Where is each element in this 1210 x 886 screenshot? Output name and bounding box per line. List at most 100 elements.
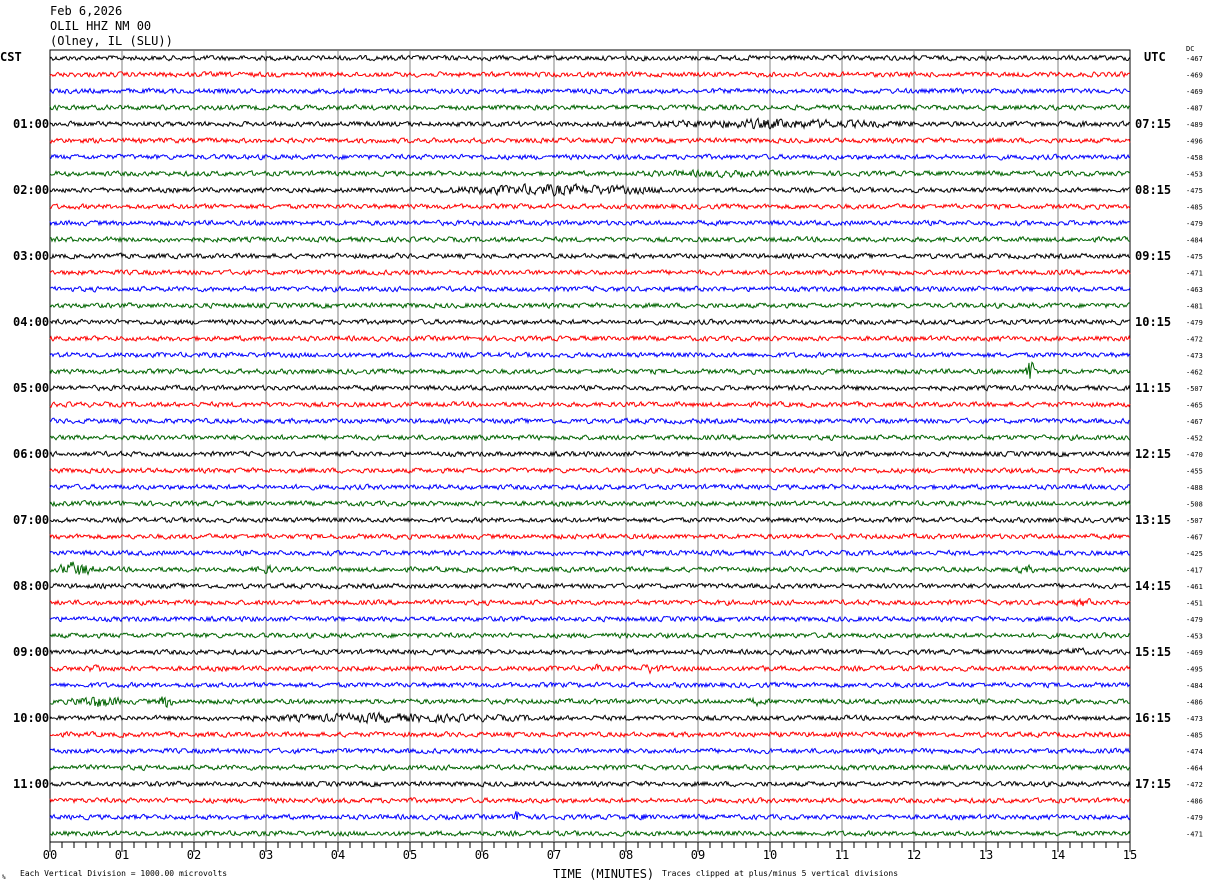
x-tick-label: 09 xyxy=(691,848,705,862)
seismic-trace xyxy=(49,582,1131,590)
seismic-trace xyxy=(49,168,1131,179)
dc-offset-label: -464 xyxy=(1186,765,1203,773)
seismic-trace xyxy=(49,499,1131,508)
seismic-trace xyxy=(49,70,1131,79)
dc-offset-label: -475 xyxy=(1186,253,1203,261)
plot-frame xyxy=(49,49,1131,843)
x-tick-label: 07 xyxy=(547,848,561,862)
seismic-trace xyxy=(49,400,1131,409)
x-tick-label: 02 xyxy=(187,848,201,862)
seismic-trace xyxy=(49,796,1131,805)
utc-hour-label: 16:15 xyxy=(1135,711,1171,725)
dc-offset-label: -485 xyxy=(1186,732,1203,740)
seismic-trace xyxy=(49,417,1131,425)
seismic-trace xyxy=(49,268,1131,277)
x-tick-label: 05 xyxy=(403,848,417,862)
utc-hour-label: 14:15 xyxy=(1135,579,1171,593)
seismic-trace xyxy=(49,811,1131,821)
seismic-trace xyxy=(49,450,1131,458)
date-label: Feb 6,2026 xyxy=(50,4,123,18)
seismic-trace xyxy=(49,301,1131,310)
x-tick-label: 04 xyxy=(331,848,345,862)
seismic-trace xyxy=(49,615,1131,623)
dc-offset-label: -473 xyxy=(1186,715,1203,723)
seismic-trace xyxy=(49,384,1131,392)
x-tick-label: 06 xyxy=(475,848,489,862)
utc-hour-label: 10:15 xyxy=(1135,315,1171,329)
seismic-trace xyxy=(49,252,1131,260)
seismic-trace xyxy=(49,597,1131,608)
seismic-trace xyxy=(49,285,1131,293)
utc-hour-label: 07:15 xyxy=(1135,117,1171,131)
x-tick-label: 11 xyxy=(835,848,849,862)
seismic-trace xyxy=(49,318,1131,326)
dc-offset-label: -495 xyxy=(1186,666,1203,674)
cst-hour-label: 10:00 xyxy=(13,711,49,725)
x-tick-label: 10 xyxy=(763,848,777,862)
corner-mark: % xyxy=(2,874,6,881)
seismic-trace xyxy=(49,516,1131,524)
dc-offset-label: -472 xyxy=(1186,781,1203,789)
x-axis-label: TIME (MINUTES) xyxy=(553,867,654,881)
dc-offset-label: -486 xyxy=(1186,798,1203,806)
seismic-trace xyxy=(49,54,1131,62)
location-label: (Olney, IL (SLU)) xyxy=(50,34,173,48)
cst-hour-label: 05:00 xyxy=(13,381,49,395)
seismic-trace xyxy=(49,631,1131,640)
utc-hour-label: 13:15 xyxy=(1135,513,1171,527)
dc-offset-label: -472 xyxy=(1186,336,1203,344)
dc-offset-label: -462 xyxy=(1186,369,1203,377)
dc-offset-label: -479 xyxy=(1186,814,1203,822)
utc-hour-label: 15:15 xyxy=(1135,645,1171,659)
seismic-trace xyxy=(49,532,1131,541)
dc-offset-label: -465 xyxy=(1186,402,1203,410)
x-tick-label: 15 xyxy=(1123,848,1137,862)
utc-hour-label: 11:15 xyxy=(1135,381,1171,395)
dc-offset-label: -451 xyxy=(1186,600,1203,608)
seismic-trace xyxy=(49,334,1131,343)
seismic-trace xyxy=(49,763,1131,772)
dc-offset-label: -452 xyxy=(1186,435,1203,443)
dc-offset-label: -471 xyxy=(1186,270,1203,278)
utc-axis-title: UTC xyxy=(1144,50,1166,64)
seismic-trace xyxy=(49,136,1131,145)
scale-note: Each Vertical Division = 1000.00 microvo… xyxy=(20,869,227,878)
dc-offset-label: -467 xyxy=(1186,534,1203,542)
seismic-trace xyxy=(49,351,1131,359)
dc-offset-label: -467 xyxy=(1186,418,1203,426)
dc-offset-label: -485 xyxy=(1186,204,1203,212)
x-tick-label: 12 xyxy=(907,848,921,862)
dc-offset-label: -463 xyxy=(1186,286,1203,294)
dc-offset-label: -486 xyxy=(1186,699,1203,707)
seismic-trace xyxy=(49,361,1131,379)
dc-offset-label: -489 xyxy=(1186,121,1203,129)
seismic-trace xyxy=(49,747,1131,755)
dc-offset-label: -425 xyxy=(1186,550,1203,558)
seismic-trace xyxy=(49,483,1131,491)
seismic-trace xyxy=(49,466,1131,475)
clip-note: Traces clipped at plus/minus 5 vertical … xyxy=(662,869,898,878)
seismic-trace xyxy=(49,103,1131,112)
cst-hour-label: 07:00 xyxy=(13,513,49,527)
seismic-trace xyxy=(49,219,1131,227)
seismic-trace xyxy=(49,433,1131,442)
dc-offset-label: -479 xyxy=(1186,616,1203,624)
seismic-trace xyxy=(49,153,1131,161)
cst-hour-label: 09:00 xyxy=(13,645,49,659)
cst-hour-label: 02:00 xyxy=(13,183,49,197)
station-label: OLIL HHZ NM 00 xyxy=(50,19,152,33)
dc-offset-label: -487 xyxy=(1186,105,1203,113)
dc-offset-label: -507 xyxy=(1186,517,1203,525)
cst-hour-label: 06:00 xyxy=(13,447,49,461)
seismic-trace xyxy=(49,117,1131,130)
seismic-trace xyxy=(49,780,1131,788)
cst-hour-label: 01:00 xyxy=(13,117,49,131)
seismic-trace xyxy=(49,647,1131,656)
dc-offset-label: -479 xyxy=(1186,220,1203,228)
seismic-trace xyxy=(49,663,1131,675)
dc-offset-label: -469 xyxy=(1186,649,1203,657)
dc-offset-label: -453 xyxy=(1186,171,1203,179)
dc-offset-label: -488 xyxy=(1186,484,1203,492)
seismic-trace xyxy=(50,235,1130,244)
